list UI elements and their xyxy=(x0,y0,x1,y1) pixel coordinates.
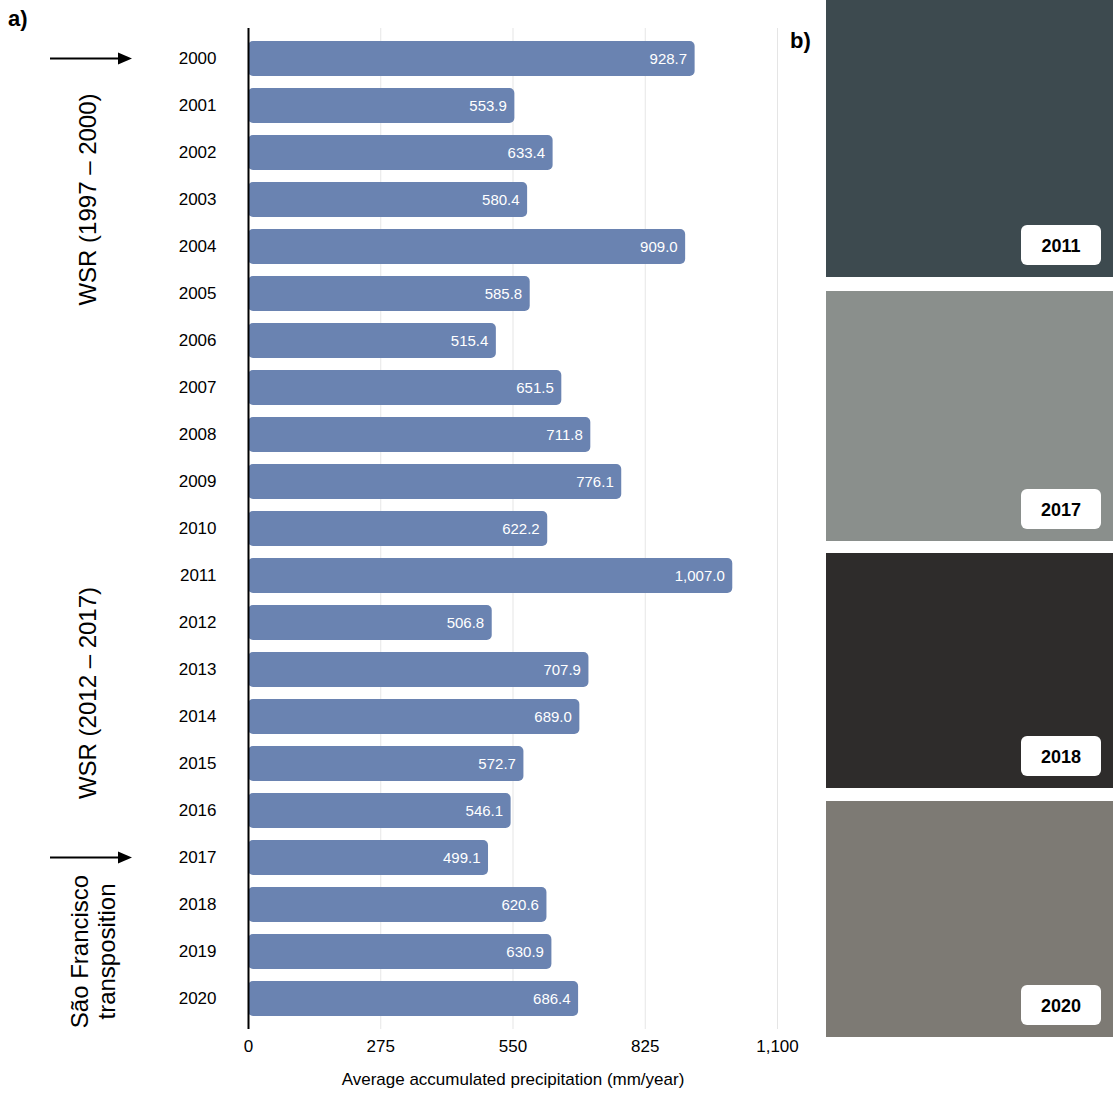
svg-text:572.7: 572.7 xyxy=(478,755,516,772)
svg-text:2020: 2020 xyxy=(1041,996,1081,1016)
svg-text:2016: 2016 xyxy=(179,801,217,820)
svg-text:580.4: 580.4 xyxy=(482,191,520,208)
svg-text:b): b) xyxy=(790,28,811,53)
svg-text:1,100: 1,100 xyxy=(756,1037,799,1056)
svg-text:776.1: 776.1 xyxy=(576,473,614,490)
svg-text:553.9: 553.9 xyxy=(469,97,507,114)
svg-text:São Francisco: São Francisco xyxy=(66,875,93,1028)
svg-text:711.8: 711.8 xyxy=(546,426,582,443)
svg-text:2020: 2020 xyxy=(179,989,217,1008)
svg-text:2004: 2004 xyxy=(179,237,217,256)
svg-text:2001: 2001 xyxy=(179,96,217,115)
svg-text:2012: 2012 xyxy=(179,613,217,632)
svg-text:506.8: 506.8 xyxy=(447,614,485,631)
svg-text:825: 825 xyxy=(631,1037,659,1056)
svg-text:620.6: 620.6 xyxy=(501,896,539,913)
svg-text:2009: 2009 xyxy=(179,472,217,491)
svg-text:0: 0 xyxy=(244,1037,253,1056)
svg-text:2002: 2002 xyxy=(179,143,217,162)
svg-text:622.2: 622.2 xyxy=(502,520,540,537)
svg-text:928.7: 928.7 xyxy=(650,50,688,67)
svg-text:499.1: 499.1 xyxy=(443,849,481,866)
svg-text:2017: 2017 xyxy=(1041,500,1081,520)
svg-text:2007: 2007 xyxy=(179,378,217,397)
svg-text:2003: 2003 xyxy=(179,190,217,209)
svg-text:2014: 2014 xyxy=(179,707,217,726)
svg-text:275: 275 xyxy=(367,1037,395,1056)
svg-text:651.5: 651.5 xyxy=(516,379,554,396)
svg-text:2015: 2015 xyxy=(179,754,217,773)
svg-text:2011: 2011 xyxy=(180,566,217,585)
svg-text:2000: 2000 xyxy=(179,49,217,68)
svg-text:633.4: 633.4 xyxy=(508,144,546,161)
svg-text:909.0: 909.0 xyxy=(640,238,678,255)
svg-text:WSR (1997 – 2000): WSR (1997 – 2000) xyxy=(74,93,101,305)
svg-text:2008: 2008 xyxy=(179,425,217,444)
svg-text:2019: 2019 xyxy=(179,942,217,961)
svg-text:550: 550 xyxy=(499,1037,527,1056)
svg-text:1,007.0: 1,007.0 xyxy=(675,567,725,584)
svg-text:546.1: 546.1 xyxy=(466,802,504,819)
svg-text:2006: 2006 xyxy=(179,331,217,350)
svg-text:630.9: 630.9 xyxy=(506,943,544,960)
svg-text:2017: 2017 xyxy=(179,848,217,867)
svg-text:WSR (2012 – 2017): WSR (2012 – 2017) xyxy=(74,587,101,799)
svg-text:a): a) xyxy=(8,6,28,31)
svg-text:2013: 2013 xyxy=(179,660,217,679)
svg-text:Average accumulated precipitat: Average accumulated precipitation (mm/ye… xyxy=(342,1070,685,1089)
svg-text:2005: 2005 xyxy=(179,284,217,303)
svg-text:2018: 2018 xyxy=(1041,747,1081,767)
svg-text:2018: 2018 xyxy=(179,895,217,914)
svg-text:transposition: transposition xyxy=(93,883,120,1019)
svg-text:686.4: 686.4 xyxy=(533,990,571,1007)
svg-text:2010: 2010 xyxy=(179,519,217,538)
svg-text:585.8: 585.8 xyxy=(485,285,523,302)
svg-text:515.4: 515.4 xyxy=(451,332,489,349)
svg-text:689.0: 689.0 xyxy=(534,708,572,725)
svg-text:2011: 2011 xyxy=(1041,236,1080,256)
svg-text:707.9: 707.9 xyxy=(543,661,581,678)
